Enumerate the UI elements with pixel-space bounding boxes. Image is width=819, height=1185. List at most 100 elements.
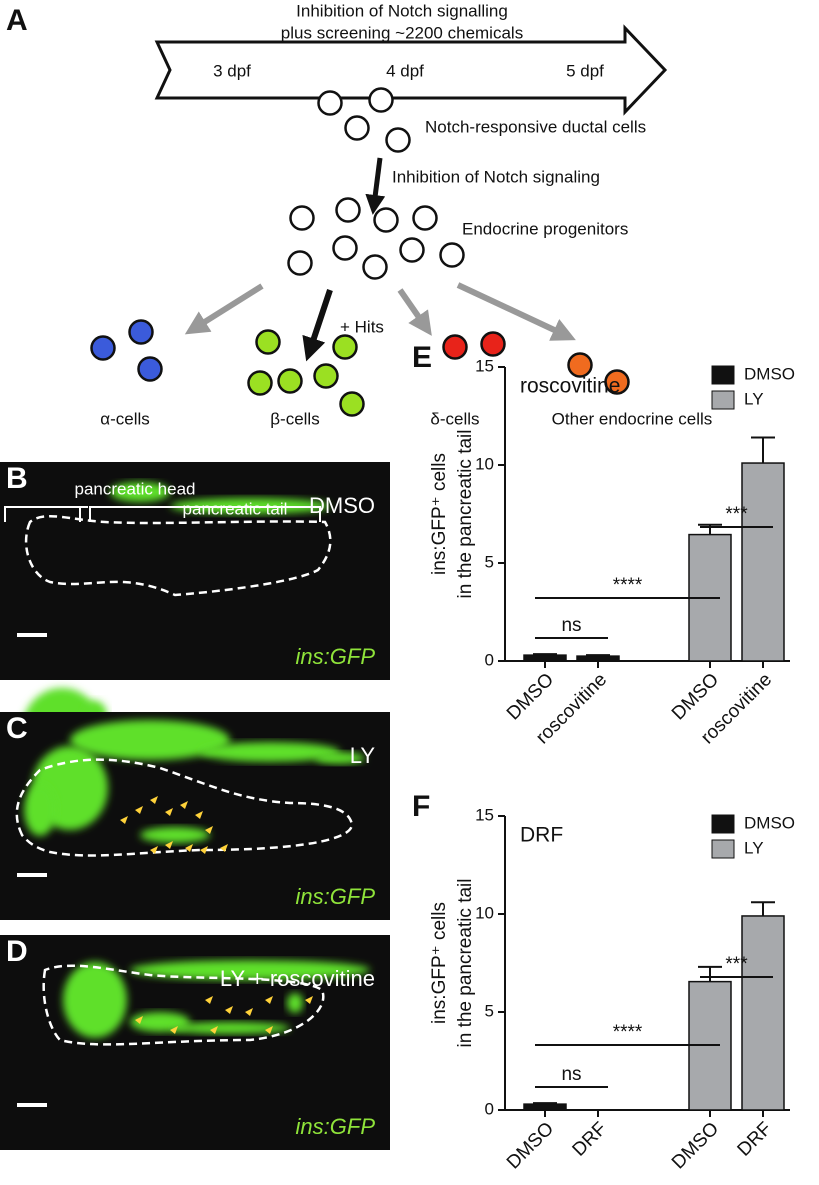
pancreas-outline [42, 964, 325, 1046]
gfp-signal [170, 1022, 290, 1034]
significance-label: **** [613, 575, 643, 596]
arrowhead [220, 844, 228, 852]
legend-label: LY [744, 838, 764, 857]
arrowhead [205, 996, 213, 1004]
cell [480, 331, 506, 357]
arrowhead [210, 1026, 218, 1034]
cell [399, 237, 425, 263]
reporter-label: ins:GFP [296, 644, 376, 669]
y-tick-label: 0 [485, 650, 494, 669]
legend-label: DMSO [744, 364, 795, 383]
cell [339, 391, 365, 417]
y-axis-label: in the pancreatic tail [455, 879, 476, 1048]
y-axis-label: in the pancreatic tail [455, 430, 476, 599]
error-bar [533, 1102, 557, 1105]
y-tick-label: 5 [485, 552, 494, 571]
micrograph [0, 462, 390, 680]
legend-label: LY [744, 389, 764, 408]
condition-label: LY [350, 743, 376, 768]
step-label: Notch-responsive ductal cells [425, 117, 646, 136]
cell [344, 115, 370, 141]
arrowhead [195, 811, 203, 819]
x-tick-label: DMSO [668, 1118, 723, 1173]
x-tick-label: DRF [569, 1118, 611, 1160]
significance-label: *** [725, 954, 748, 975]
x-tick-label: DRF [734, 1118, 776, 1160]
arrowhead [205, 826, 213, 834]
cell [255, 329, 281, 355]
cell-type-label: α-cells [100, 409, 150, 428]
timeline-title: Inhibition of Notch signalling [296, 1, 508, 20]
cell [90, 335, 116, 361]
arrowhead [200, 846, 208, 854]
error-bar [751, 436, 775, 464]
legend-swatch [711, 390, 735, 410]
panel-label: C [6, 712, 28, 745]
cell [442, 334, 468, 360]
y-tick-label: 5 [485, 1001, 494, 1020]
panel-label: A [6, 4, 28, 37]
y-tick-label: 15 [475, 356, 494, 375]
cell [362, 254, 388, 280]
arrowhead [120, 816, 128, 824]
arrowhead [170, 1026, 178, 1034]
cell [604, 369, 630, 395]
arrowhead [265, 996, 273, 1004]
error-bar [533, 653, 557, 656]
cell [567, 352, 593, 378]
legend-swatch [711, 814, 735, 834]
gfp-signal [110, 482, 170, 502]
cell [287, 250, 313, 276]
panel-a-layout [154, 24, 668, 362]
cell [128, 319, 154, 345]
y-tick-label: 10 [475, 903, 494, 922]
cell-type-label: δ-cells [430, 409, 479, 428]
reporter-label: ins:GFP [296, 1114, 376, 1139]
gfp-signal [140, 827, 210, 843]
bar [576, 655, 620, 662]
arrowhead [135, 806, 143, 814]
error-bar [586, 654, 610, 657]
error-bar [751, 901, 775, 916]
cell [313, 363, 339, 389]
timepoint: 4 dpf [386, 61, 424, 80]
panel-label: E [412, 341, 432, 374]
cell [332, 334, 358, 360]
gfp-signal [24, 784, 56, 836]
cell [368, 87, 394, 113]
annotation: pancreatic head [75, 479, 196, 498]
condition-label: LY + roscovitine [220, 966, 375, 991]
arrowhead [265, 1026, 273, 1034]
arrowhead [135, 1016, 143, 1024]
y-tick-label: 0 [485, 1099, 494, 1118]
cell [317, 90, 343, 116]
legend-swatch [711, 365, 735, 385]
bracket [4, 506, 88, 522]
arrowhead [165, 808, 173, 816]
gfp-signal [200, 742, 340, 762]
arrowhead [150, 796, 158, 804]
arrowhead [245, 1008, 253, 1016]
significance-label: ns [561, 1064, 581, 1085]
bracket [89, 506, 321, 522]
chart-title: roscovitine [520, 375, 620, 398]
cell [412, 205, 438, 231]
y-tick-label: 10 [475, 454, 494, 473]
cell [137, 356, 163, 382]
gfp-signal [70, 720, 230, 760]
gfp-signal [287, 993, 303, 1013]
step-label: Inhibition of Notch signaling [392, 167, 600, 186]
significance-label: ns [561, 615, 581, 636]
cell [289, 205, 315, 231]
legend-swatch [711, 839, 735, 859]
pancreas-outline [15, 758, 354, 857]
annotation: pancreatic tail [183, 499, 288, 518]
cell-type-label: β-cells [270, 409, 319, 428]
cell [439, 242, 465, 268]
panel-label: B [6, 462, 28, 495]
cell [373, 207, 399, 233]
x-tick-label: DMSO [503, 1118, 558, 1173]
cell-type-label: Other endocrine cells [552, 409, 713, 428]
cell [385, 127, 411, 153]
